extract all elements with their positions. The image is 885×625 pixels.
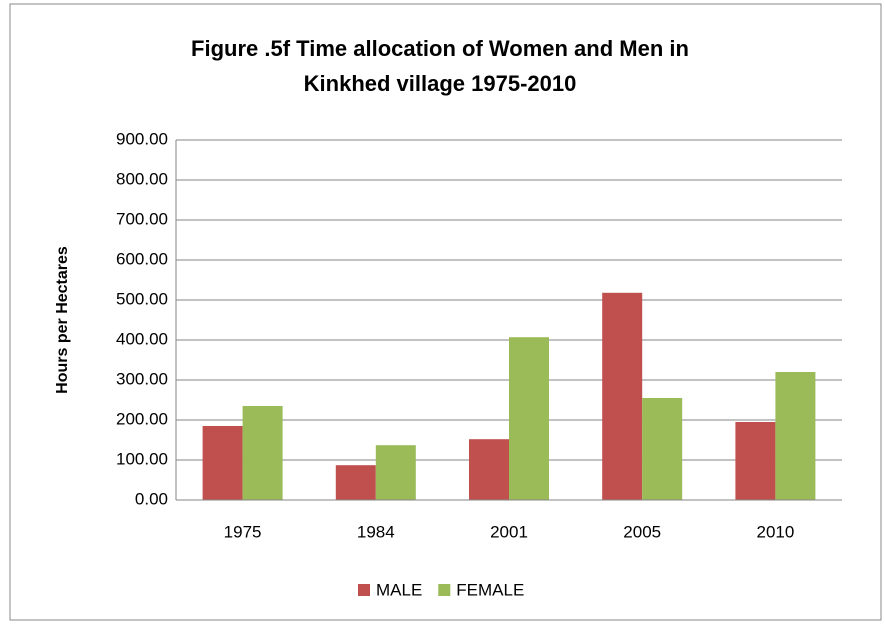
bar	[602, 292, 643, 500]
y-tick-label: 100.00	[116, 449, 168, 468]
legend-label: MALE	[376, 580, 422, 599]
x-tick-label: 1984	[357, 522, 395, 541]
y-tick-label: 800.00	[116, 169, 168, 188]
legend-swatch	[438, 584, 451, 596]
bar	[642, 398, 683, 500]
y-tick-label: 500.00	[116, 289, 168, 308]
y-tick-label: 300.00	[116, 369, 168, 388]
y-axis-label: Hours per Hectares	[54, 246, 71, 394]
bar	[469, 439, 509, 500]
x-tick-label: 2001	[490, 522, 528, 541]
chart-title: Figure .5f Time allocation of Women and …	[191, 36, 689, 61]
chart-title: Kinkhed village 1975-2010	[304, 71, 577, 96]
x-tick-label: 2005	[623, 522, 661, 541]
bar	[509, 337, 549, 500]
y-tick-label: 0.00	[135, 489, 168, 508]
y-tick-label: 600.00	[116, 249, 168, 268]
bar	[242, 406, 283, 500]
y-tick-label: 400.00	[116, 329, 168, 348]
y-tick-label: 700.00	[116, 209, 168, 228]
x-tick-label: 2010	[756, 522, 794, 541]
bar	[775, 372, 816, 500]
legend-label: FEMALE	[456, 580, 524, 599]
y-tick-label: 900.00	[116, 129, 168, 148]
chart-border	[9, 3, 882, 621]
x-tick-label: 1975	[224, 522, 262, 541]
bar	[202, 426, 243, 500]
y-tick-label: 200.00	[116, 409, 168, 428]
bar	[735, 422, 776, 500]
bar	[375, 445, 416, 500]
legend-swatch	[358, 584, 370, 596]
bar	[335, 465, 376, 500]
